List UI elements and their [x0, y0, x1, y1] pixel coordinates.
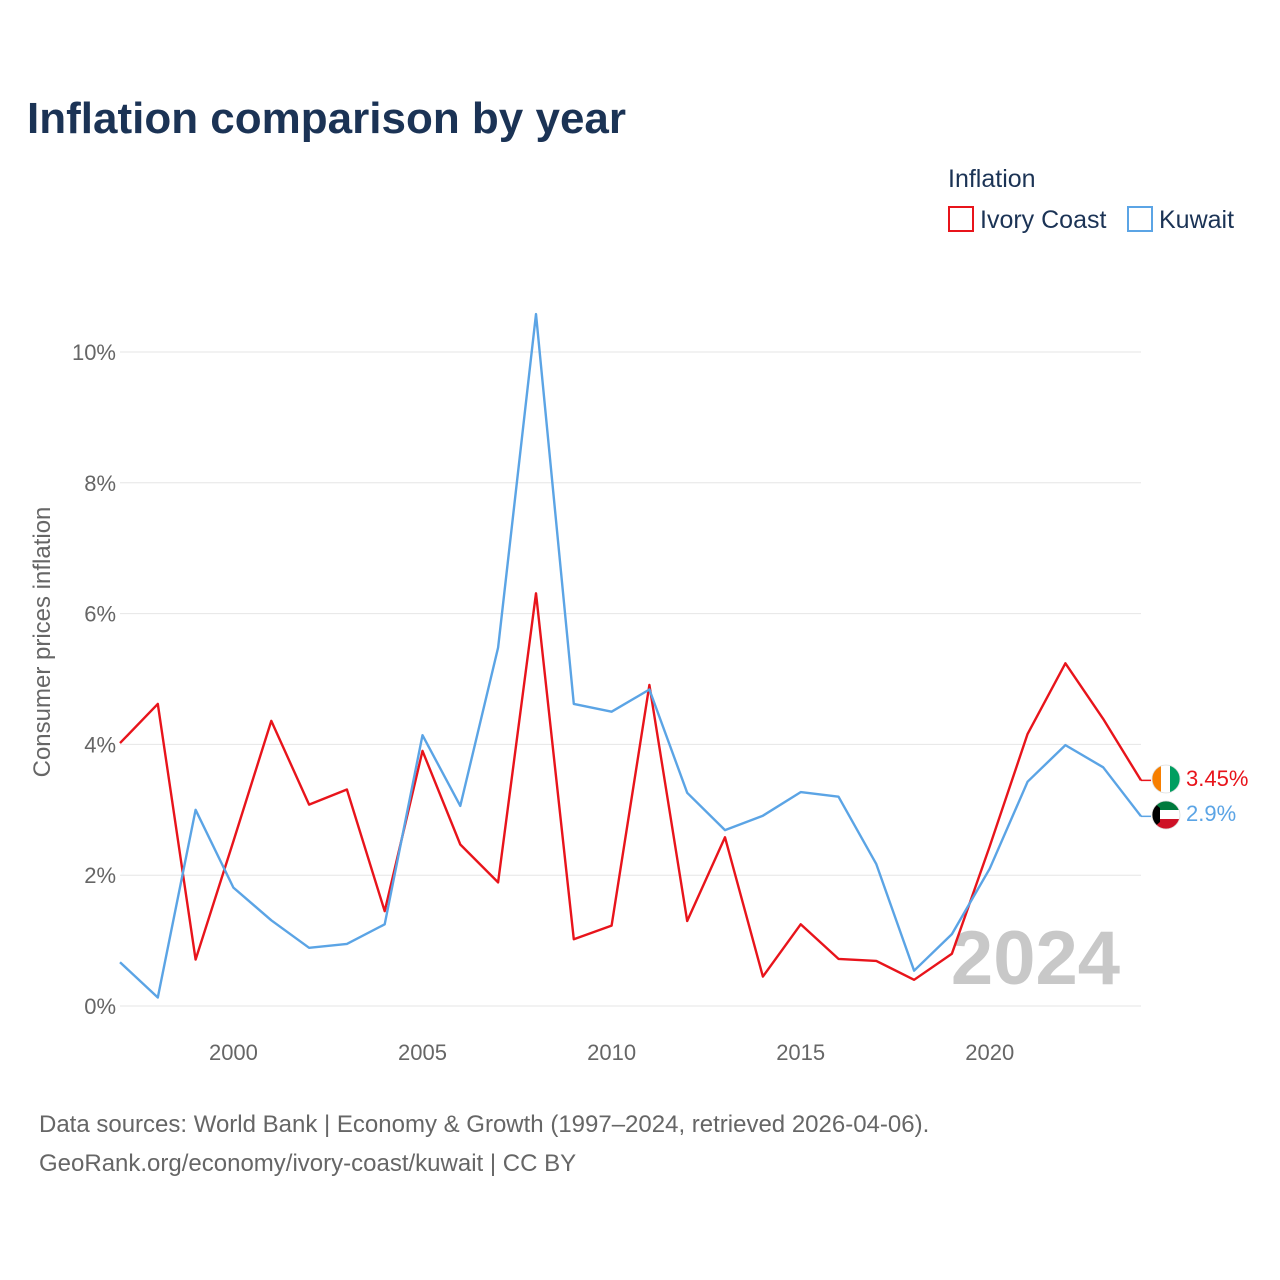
point-kuwait-2019[interactable]: [949, 931, 955, 937]
point-kuwait-2006[interactable]: [457, 803, 463, 809]
point-kuwait-2004[interactable]: [382, 921, 388, 927]
source-line-2: GeoRank.org/economy/ivory-coast/kuwait |…: [39, 1150, 576, 1177]
point-ivory-coast-2007[interactable]: [495, 879, 501, 885]
legend: Inflation Ivory Coast Kuwait: [948, 165, 1234, 234]
point-ivory-coast-2015[interactable]: [798, 921, 804, 927]
point-kuwait-2007[interactable]: [495, 645, 501, 651]
point-ivory-coast-1999[interactable]: [193, 957, 199, 963]
ivory-coast-flag-icon: [1151, 764, 1181, 794]
point-kuwait-2013[interactable]: [722, 827, 728, 833]
point-ivory-coast-2019[interactable]: [949, 951, 955, 957]
point-ivory-coast-2014[interactable]: [760, 974, 766, 980]
point-kuwait-2018[interactable]: [911, 968, 917, 974]
series-line-kuwait[interactable]: [119, 312, 1142, 999]
point-kuwait-2014[interactable]: [760, 813, 766, 819]
point-kuwait-2017[interactable]: [873, 861, 879, 867]
point-ivory-coast-1998[interactable]: [155, 701, 161, 707]
y-tick-label-4: 4%: [84, 732, 116, 757]
point-kuwait-2016[interactable]: [836, 794, 842, 800]
chart-title: Inflation comparison by year: [27, 94, 626, 143]
legend-item-kuwait[interactable]: Kuwait: [1127, 206, 1234, 234]
x-tick-label-2000: 2000: [209, 1040, 258, 1065]
point-kuwait-2021[interactable]: [1025, 779, 1031, 785]
legend-item-ivory-coast[interactable]: Ivory Coast: [948, 206, 1106, 234]
point-ivory-coast-2020[interactable]: [987, 843, 993, 849]
source-line-1: Data sources: World Bank | Economy & Gro…: [39, 1111, 929, 1138]
point-kuwait-2002[interactable]: [306, 945, 312, 951]
y-tick-label-6: 6%: [84, 602, 116, 627]
point-ivory-coast-2022[interactable]: [1062, 660, 1068, 666]
point-ivory-coast-2006[interactable]: [457, 842, 463, 848]
point-ivory-coast-2009[interactable]: [571, 936, 577, 942]
y-axis-ticks: 0% 2% 4% 6% 8% 10%: [72, 340, 116, 1019]
point-ivory-coast-2018[interactable]: [911, 977, 917, 983]
series-lines: [117, 311, 1151, 1001]
x-tick-label-2015: 2015: [776, 1040, 825, 1065]
legend-title: Inflation: [948, 165, 1036, 193]
y-tick-label-8: 8%: [84, 471, 116, 496]
end-label-ivory-coast: 3.45%: [1186, 766, 1248, 791]
legend-swatch-kuwait: [1127, 206, 1153, 232]
legend-label-ivory-coast: Ivory Coast: [980, 206, 1106, 234]
point-ivory-coast-2010[interactable]: [609, 923, 615, 929]
point-ivory-coast-2000[interactable]: [230, 838, 236, 844]
point-kuwait-2023[interactable]: [1100, 764, 1106, 770]
point-ivory-coast-2016[interactable]: [836, 956, 842, 962]
legend-label-kuwait: Kuwait: [1159, 206, 1234, 234]
point-kuwait-2012[interactable]: [684, 790, 690, 796]
legend-swatch-ivory-coast: [948, 206, 974, 232]
x-tick-label-2005: 2005: [398, 1040, 447, 1065]
x-axis-ticks: 2000 2005 2010 2015 2020: [209, 1040, 1014, 1065]
year-watermark: 2024: [951, 916, 1120, 1001]
point-kuwait-1997[interactable]: [117, 959, 123, 965]
point-ivory-coast-2008[interactable]: [533, 590, 539, 596]
point-kuwait-2005[interactable]: [420, 732, 426, 738]
gridlines: [120, 351, 1141, 1007]
point-ivory-coast-2023[interactable]: [1100, 716, 1106, 722]
point-kuwait-2003[interactable]: [344, 941, 350, 947]
point-kuwait-1998[interactable]: [155, 995, 161, 1001]
y-axis-label: Consumer prices inflation: [29, 507, 56, 778]
point-ivory-coast-2003[interactable]: [344, 787, 350, 793]
end-label-kuwait: 2.9%: [1186, 801, 1236, 826]
point-kuwait-2001[interactable]: [268, 917, 274, 923]
point-ivory-coast-2001[interactable]: [268, 718, 274, 724]
y-tick-label-10: 10%: [72, 340, 116, 365]
point-kuwait-2020[interactable]: [987, 866, 993, 872]
point-ivory-coast-2021[interactable]: [1025, 731, 1031, 737]
x-tick-label-2010: 2010: [587, 1040, 636, 1065]
point-ivory-coast-2013[interactable]: [722, 834, 728, 840]
point-kuwait-1999[interactable]: [193, 807, 199, 813]
point-kuwait-2009[interactable]: [571, 701, 577, 707]
point-kuwait-2008[interactable]: [533, 311, 539, 317]
point-ivory-coast-2002[interactable]: [306, 802, 312, 808]
kuwait-flag-icon: [1151, 800, 1181, 830]
point-ivory-coast-2017[interactable]: [873, 958, 879, 964]
y-tick-label-0: 0%: [84, 994, 116, 1019]
x-tick-label-2020: 2020: [965, 1040, 1014, 1065]
point-kuwait-2011[interactable]: [646, 687, 652, 693]
point-kuwait-2015[interactable]: [798, 789, 804, 795]
point-kuwait-2000[interactable]: [230, 885, 236, 891]
point-ivory-coast-1997[interactable]: [117, 740, 123, 746]
point-kuwait-2010[interactable]: [609, 709, 615, 715]
point-ivory-coast-2012[interactable]: [684, 918, 690, 924]
y-tick-label-2: 2%: [84, 863, 116, 888]
point-kuwait-2022[interactable]: [1062, 742, 1068, 748]
